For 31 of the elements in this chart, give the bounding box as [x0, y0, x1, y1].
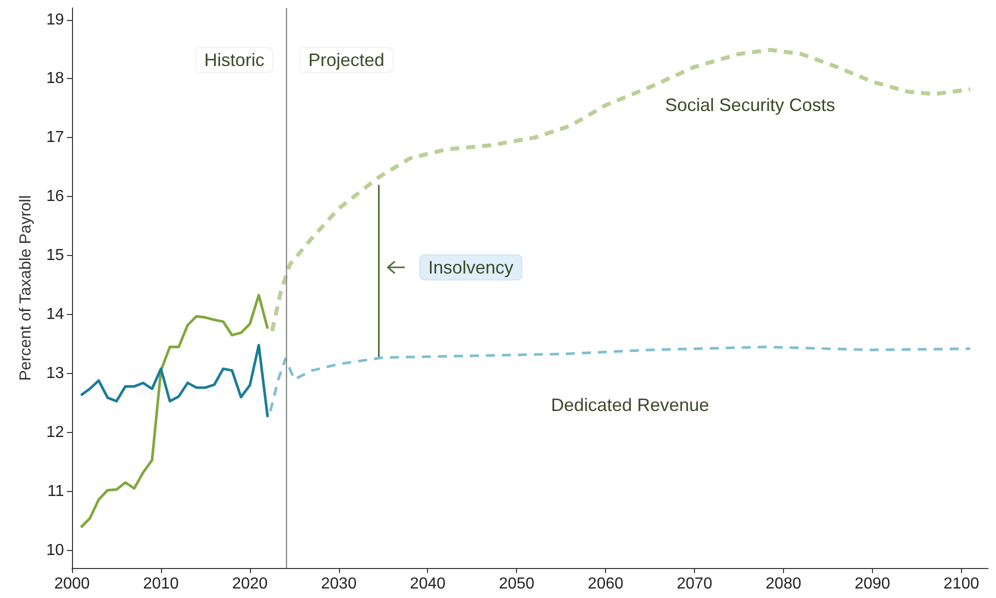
text: Dedicated Revenue — [551, 394, 710, 415]
y-tick-label: 15 — [46, 247, 64, 264]
y-tick-label: 12 — [46, 424, 64, 441]
x-tick-label: 2040 — [410, 576, 446, 592]
x-tick-label: 2080 — [766, 576, 802, 592]
line-series — [80, 294, 269, 529]
y-tick-label: 16 — [46, 188, 64, 206]
x-tick-label: 2010 — [143, 576, 179, 592]
series-label: Social Security Costs — [665, 94, 836, 115]
line-series — [270, 48, 972, 334]
y-tick-label: 11 — [47, 482, 64, 500]
y-tick-label: 19 — [46, 11, 64, 28]
annotation: Historic — [204, 50, 264, 70]
x-tick-label: 2090 — [854, 576, 890, 592]
x-tick-label: 2060 — [588, 576, 624, 592]
line-series — [80, 344, 269, 418]
line-series — [269, 346, 972, 412]
y-tick-label: 13 — [46, 364, 64, 382]
y-tick-label: 17 — [46, 129, 64, 146]
annotation: Insolvency — [428, 257, 514, 278]
x-tick-label: 2030 — [321, 576, 357, 592]
x-tick-label: 2050 — [498, 576, 535, 592]
y-tick-label: 10 — [46, 542, 64, 559]
y-tick-label: 18 — [46, 70, 64, 88]
x-tick-label: 2000 — [54, 576, 90, 592]
x-tick-label: 2070 — [676, 576, 712, 592]
y-tick-label: 14 — [46, 306, 64, 324]
y-axis-title: Percent of Taxable Payroll — [18, 195, 34, 381]
x-tick-label: 2100 — [944, 576, 980, 592]
annotation: Projected — [308, 50, 384, 70]
x-tick-label: 2020 — [232, 576, 268, 592]
